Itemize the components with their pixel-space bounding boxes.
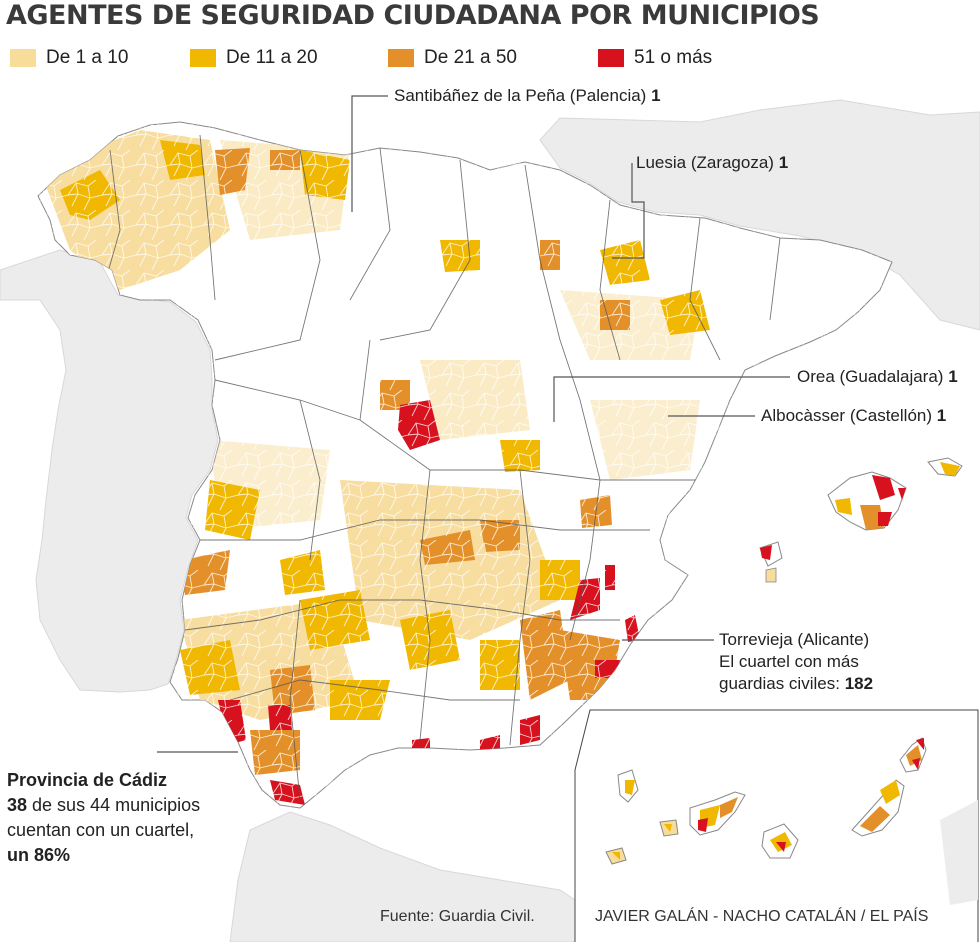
legend-swatch [10,49,36,67]
callout-luesia: Luesia (Zaragoza) 1 [636,153,788,173]
callout-line3-row: guardias civiles: 182 [719,673,873,695]
callout-albocasser: Albocàsser (Castellón) 1 [761,406,946,426]
callout-torrevieja: Torrevieja (Alicante) El cuartel con más… [719,629,873,695]
legend-swatch [598,49,624,67]
legend-label: 51 o más [634,47,713,68]
legend-swatch [190,49,216,67]
cadiz-text2: cuentan con un cuartel, [7,820,195,840]
callout-value: 1 [936,406,947,425]
callout-value: 1 [651,86,661,105]
cadiz-pct: un 86% [7,845,71,865]
legend-label: De 11 a 20 [226,47,318,68]
source-note: Fuente: Guardia Civil. [380,908,535,925]
cadiz-text1: de sus 44 municipios [27,795,201,815]
callout-value: 182 [844,674,874,693]
callout-name: Albocàsser (Castellón) [761,406,933,425]
callout-name: Torrevieja (Alicante) [719,630,870,649]
legend-swatch [388,49,414,67]
surrounding-land [0,99,980,942]
callout-line3: guardias civiles: [719,674,840,693]
legend-label: De 1 a 10 [46,47,129,68]
legend-item-1-10: De 1 a 10 [10,44,128,72]
callout-value: 1 [778,153,789,172]
balearic-islands [759,457,963,583]
callout-cadiz: Provincia de Cádiz 38 de sus 44 municipi… [7,768,200,868]
legend-item-11-20: De 11 a 20 [190,44,318,72]
cadiz-count: 38 [7,795,28,815]
callout-name: Santibáñez de la Peña (Palencia) [394,86,647,105]
callout-value: 1 [948,367,958,386]
callout-orea: Orea (Guadalajara) 1 [797,367,958,387]
callout-name: Luesia (Zaragoza) [636,153,774,172]
canary-islands-inset [574,709,979,942]
callout-lines [157,95,790,753]
legend-item-51-plus: 51 o más [598,44,712,72]
chart-title: AGENTES DE SEGURIDAD CIUDADANA POR MUNIC… [6,0,820,31]
credits: JAVIER GALÁN - NACHO CATALÁN / EL PAÍS [595,908,929,925]
callout-santibanez: Santibáñez de la Peña (Palencia) 1 [394,86,661,106]
callout-name: Orea (Guadalajara) [797,367,944,386]
cadiz-heading: Provincia de Cádiz [7,770,168,790]
legend-item-21-50: De 21 a 50 [388,44,517,72]
callout-line2: El cuartel con más [719,652,859,671]
legend-label: De 21 a 50 [424,47,517,68]
